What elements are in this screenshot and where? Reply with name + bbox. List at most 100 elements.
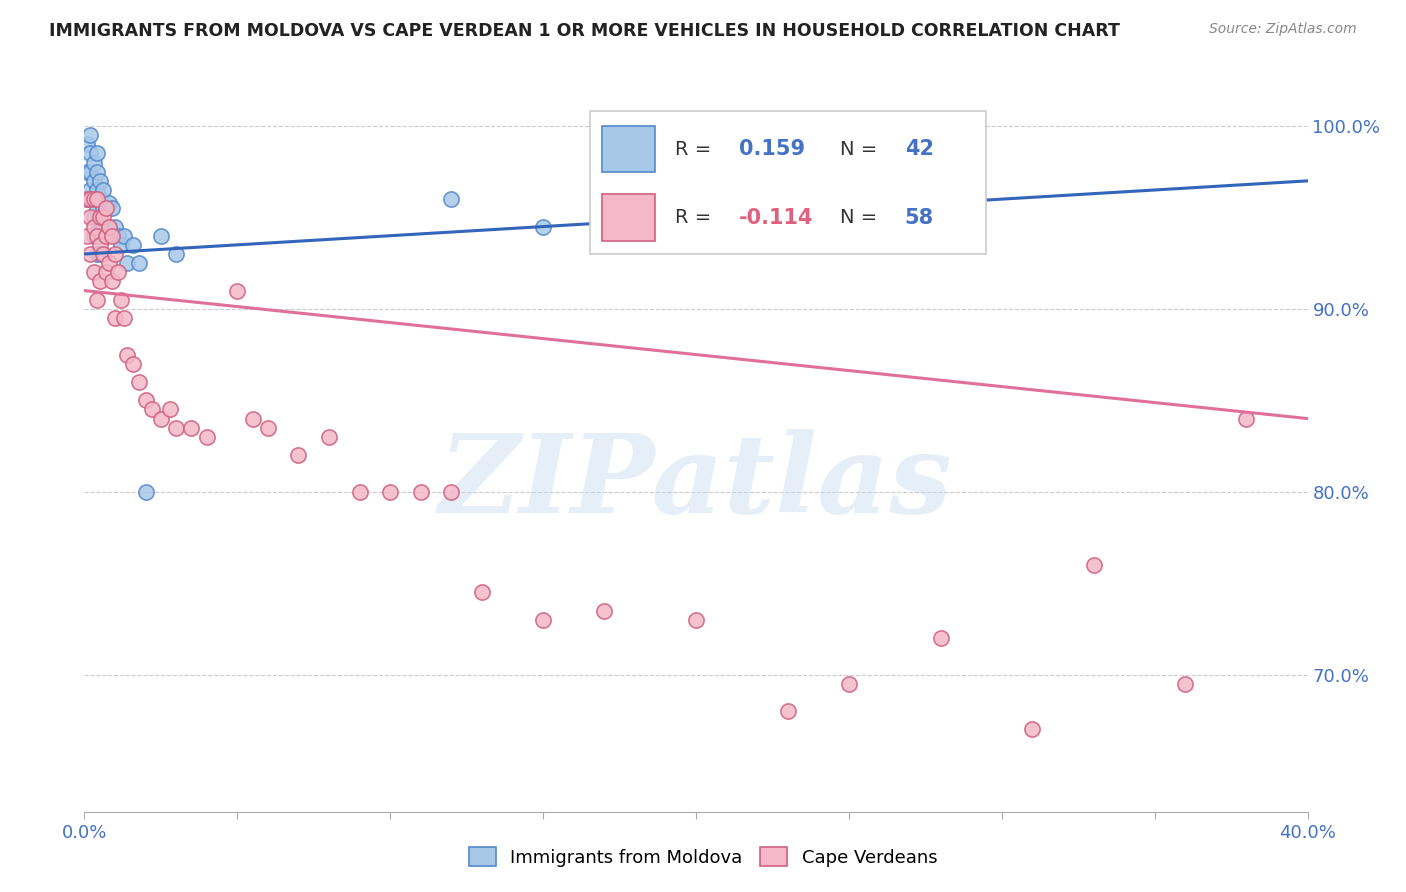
Point [104,310,127,325]
Point [94,201,117,215]
Point [257,420,280,434]
Point [83,155,105,169]
Point [107,265,129,279]
Point [79,211,101,225]
Point [1174,677,1197,691]
Point [149,411,172,425]
Point [94,228,117,243]
Point [180,420,202,434]
Point [122,237,145,252]
Point [531,613,554,627]
Point [89,211,111,225]
Point [593,604,616,618]
Point [471,585,494,599]
Point [149,228,172,243]
Point [94,265,117,279]
Point [79,146,101,161]
Point [776,704,799,718]
Point [76,228,98,243]
Point [83,265,105,279]
Point [89,225,111,239]
Point [91,201,114,215]
Text: IMMIGRANTS FROM MOLDOVA VS CAPE VERDEAN 1 OR MORE VEHICLES IN HOUSEHOLD CORRELAT: IMMIGRANTS FROM MOLDOVA VS CAPE VERDEAN … [49,22,1121,40]
Point [83,174,105,188]
Point [86,192,108,206]
Text: ZIPatlas: ZIPatlas [439,429,953,536]
Point [89,274,111,288]
Point [76,192,98,206]
Point [76,137,98,152]
Point [104,219,127,234]
Point [94,228,117,243]
Point [86,201,108,215]
Point [531,219,554,234]
Point [89,237,111,252]
Point [165,420,187,434]
Point [165,247,187,261]
Point [101,228,124,243]
Point [86,293,108,307]
Point [91,219,114,234]
Point [86,228,108,243]
Point [440,484,463,499]
Point [97,219,120,234]
Point [86,164,108,178]
Point [110,293,132,307]
Point [440,192,463,206]
Point [112,310,135,325]
Point [79,183,101,197]
Point [1021,723,1043,737]
Point [1083,558,1105,572]
Point [86,225,108,239]
Point [83,211,105,225]
Point [76,192,98,206]
Point [380,484,402,499]
Point [929,631,952,645]
Point [91,211,114,225]
Point [89,192,111,206]
Point [135,393,157,408]
Point [83,219,105,234]
Point [318,430,340,444]
Point [101,201,124,215]
Point [1236,411,1258,425]
Point [79,128,101,142]
Point [91,183,114,197]
Point [287,448,309,462]
Point [195,430,218,444]
Point [107,228,129,243]
Point [97,219,120,234]
Point [128,375,150,389]
Point [91,247,114,261]
Point [141,402,163,417]
Legend: Immigrants from Moldova, Cape Verdeans: Immigrants from Moldova, Cape Verdeans [461,840,945,874]
Point [226,284,249,298]
Point [86,183,108,197]
Point [409,484,432,499]
Point [104,247,127,261]
Point [89,247,111,261]
Point [101,274,124,288]
Point [94,201,117,215]
Point [159,402,181,417]
Point [97,256,120,270]
Point [76,164,98,178]
Point [86,247,108,261]
Point [115,347,138,362]
Point [83,192,105,206]
Point [135,484,157,499]
Point [122,357,145,371]
Point [685,613,707,627]
Point [115,256,138,270]
Point [128,256,150,270]
Point [349,484,371,499]
Text: Source: ZipAtlas.com: Source: ZipAtlas.com [1209,22,1357,37]
Point [89,174,111,188]
Point [83,192,105,206]
Point [110,237,132,252]
Point [86,146,108,161]
Point [838,677,860,691]
Point [79,247,101,261]
Point [112,228,135,243]
Point [79,192,101,206]
